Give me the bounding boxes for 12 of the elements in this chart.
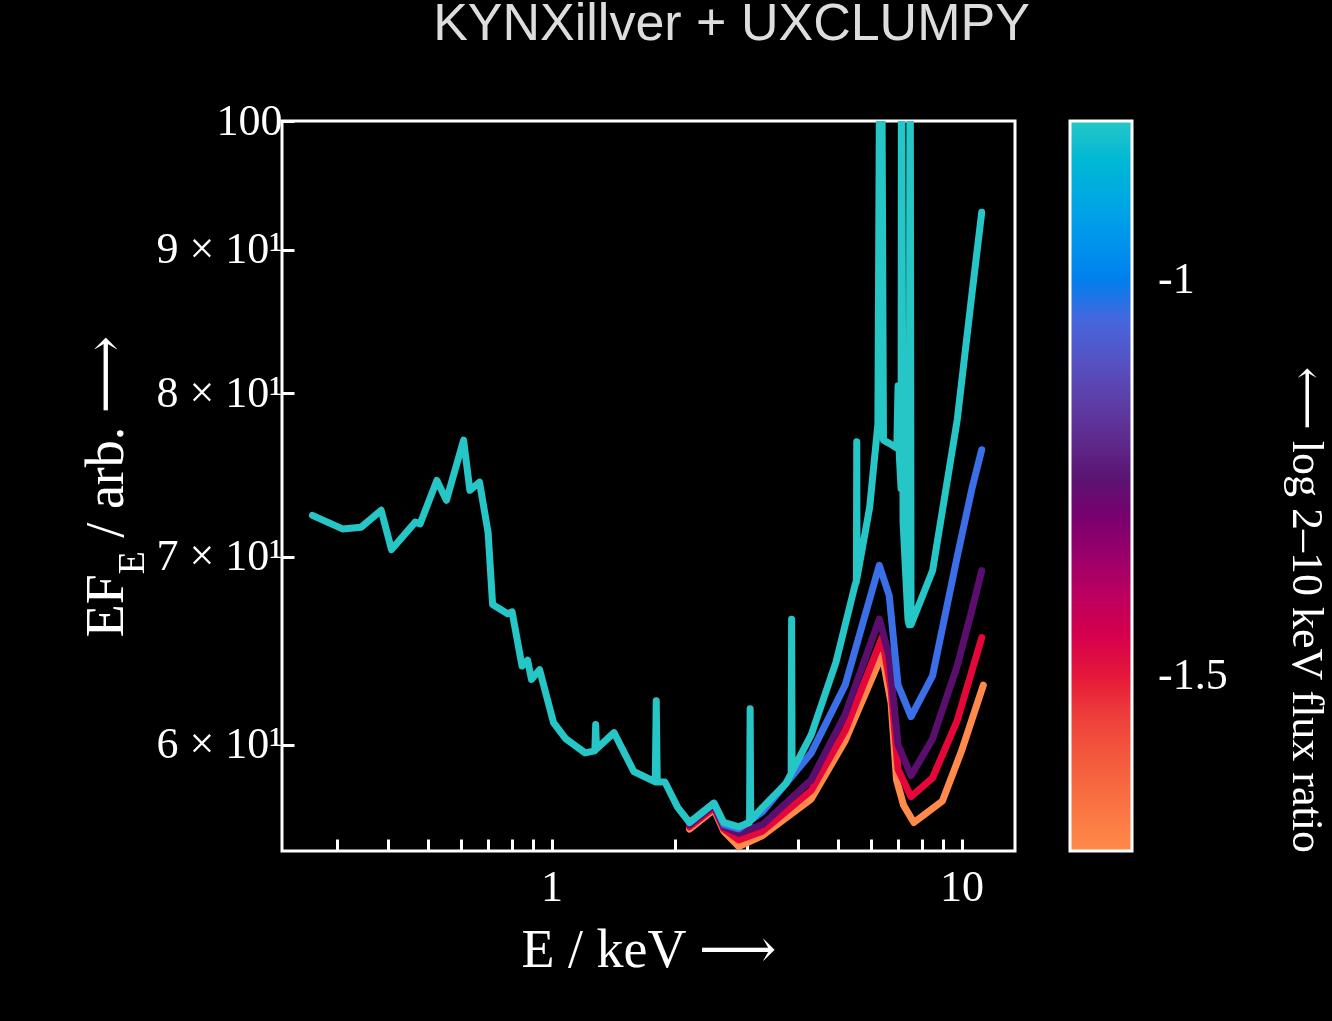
y-tick-label: 8 × 10¹ — [156, 367, 283, 417]
y-tick-label: 100 — [216, 95, 283, 145]
y-tick-label: 7 × 10¹ — [156, 531, 283, 581]
x-tick-label: 1 — [541, 861, 564, 911]
x-tick-label: 10 — [940, 861, 985, 911]
y-tick-label: 9 × 10¹ — [156, 224, 283, 274]
chart-title: KYNXillver + UXCLUMPY — [433, 0, 1030, 51]
x-axis-title: E / keV ⟶ — [521, 918, 777, 979]
color-bar-title: ⟵ log 2–10 keV flux ratio — [1283, 366, 1332, 853]
y-tick-label: 6 × 10¹ — [156, 719, 283, 769]
color-bar-label: -1.5 — [1158, 650, 1228, 700]
color-bar-label: -1 — [1158, 253, 1195, 303]
